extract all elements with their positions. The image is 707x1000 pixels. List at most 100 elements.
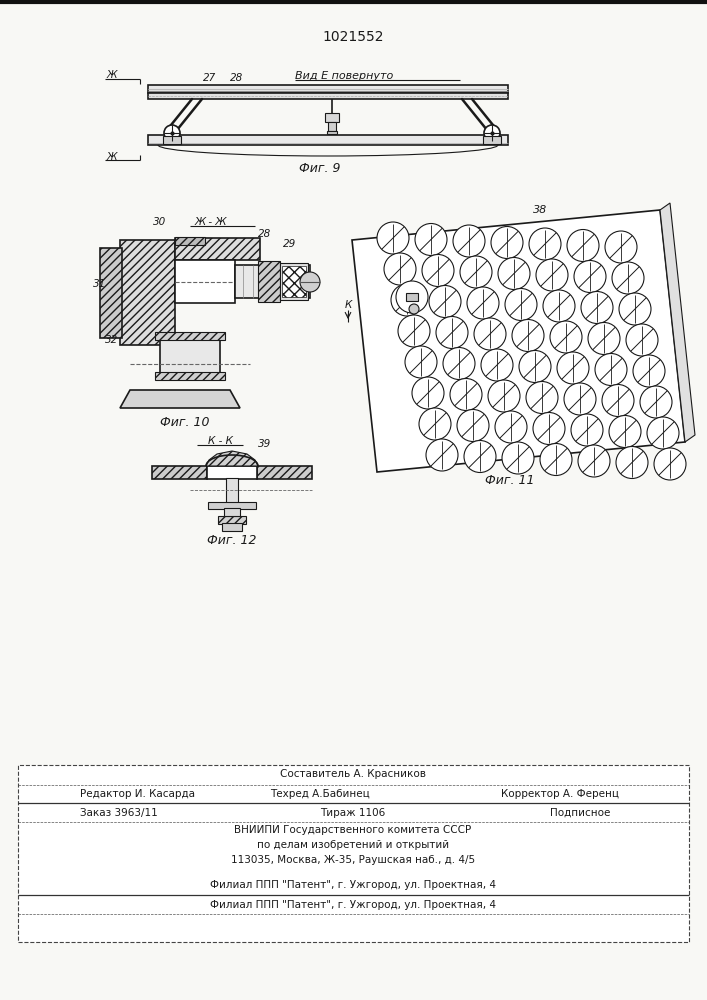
Circle shape [405, 346, 437, 378]
Bar [18, 765, 689, 942]
Circle shape [396, 281, 428, 313]
Text: 1021552: 1021552 [322, 30, 384, 44]
Text: 28: 28 [230, 73, 244, 83]
Circle shape [502, 442, 534, 474]
Text: 29: 29 [284, 239, 297, 249]
Circle shape [453, 225, 485, 257]
Bar [226, 478, 238, 504]
Circle shape [498, 257, 530, 290]
Text: Фиг. 10: Фиг. 10 [160, 416, 210, 430]
Circle shape [578, 445, 610, 477]
Bar [224, 508, 240, 516]
Circle shape [426, 439, 458, 471]
Text: Корректор А. Ференц: Корректор А. Ференц [501, 789, 619, 799]
Bar [148, 85, 508, 93]
Circle shape [564, 383, 596, 415]
Text: Тираж 1106: Тираж 1106 [320, 808, 385, 818]
Text: 27: 27 [204, 73, 216, 83]
Circle shape [481, 349, 513, 381]
Text: 38: 38 [533, 205, 547, 215]
Bar [280, 263, 308, 300]
Circle shape [557, 352, 589, 384]
Circle shape [384, 253, 416, 285]
Circle shape [567, 230, 599, 261]
Text: 113035, Москва, Ж-35, Раушская наб., д. 4/5: 113035, Москва, Ж-35, Раушская наб., д. … [231, 855, 475, 865]
Bar [160, 335, 220, 377]
Circle shape [484, 125, 500, 141]
Polygon shape [120, 390, 240, 408]
Circle shape [164, 125, 180, 141]
Circle shape [495, 411, 527, 443]
Circle shape [464, 440, 496, 473]
Polygon shape [206, 451, 258, 466]
Bar [235, 265, 310, 298]
Text: по делам изобретений и открытий: по делам изобретений и открытий [257, 840, 449, 850]
Bar [155, 332, 225, 340]
Bar [257, 466, 312, 479]
Bar [155, 372, 225, 380]
Circle shape [640, 386, 672, 418]
Text: Подписное: Подписное [550, 808, 610, 818]
Bar [208, 502, 256, 509]
Polygon shape [660, 203, 695, 442]
Bar [218, 516, 246, 524]
Text: Заказ 3963/11: Заказ 3963/11 [80, 808, 158, 818]
Text: 31: 31 [93, 279, 106, 289]
Text: Фиг. 12: Фиг. 12 [207, 534, 257, 546]
Bar [483, 136, 501, 144]
Circle shape [647, 417, 679, 449]
Circle shape [377, 222, 409, 254]
Bar [207, 466, 257, 479]
Circle shape [626, 324, 658, 356]
Circle shape [300, 272, 320, 292]
Bar [148, 135, 508, 145]
Bar [222, 523, 242, 531]
Circle shape [474, 318, 506, 350]
Circle shape [436, 316, 468, 349]
Circle shape [571, 414, 603, 446]
Circle shape [519, 351, 551, 382]
Circle shape [633, 355, 665, 387]
Circle shape [415, 224, 447, 255]
Circle shape [595, 354, 627, 385]
Text: Редактор И. Касарда: Редактор И. Касарда [80, 789, 195, 799]
Circle shape [619, 293, 651, 325]
Bar [148, 93, 508, 99]
Circle shape [460, 256, 492, 288]
Bar [258, 261, 280, 302]
Circle shape [574, 260, 606, 292]
Polygon shape [352, 210, 685, 472]
Text: Ж - Ж: Ж - Ж [195, 217, 228, 227]
Text: Составитель А. Красников: Составитель А. Красников [280, 769, 426, 779]
Circle shape [512, 320, 544, 352]
Bar [175, 238, 260, 260]
Bar [152, 466, 207, 479]
Text: Филиал ППП "Патент", г. Ужгород, ул. Проектная, 4: Филиал ППП "Патент", г. Ужгород, ул. Про… [210, 900, 496, 910]
Text: 30: 30 [153, 217, 167, 227]
Text: Вид Е повернуто: Вид Е повернуто [295, 71, 393, 81]
Bar [100, 248, 122, 338]
Circle shape [412, 377, 444, 409]
Circle shape [543, 290, 575, 322]
Circle shape [540, 444, 572, 476]
Circle shape [398, 315, 430, 347]
Circle shape [443, 348, 475, 379]
Text: 39: 39 [258, 439, 271, 449]
Text: Фиг. 11: Фиг. 11 [485, 474, 534, 487]
Circle shape [588, 322, 620, 355]
Bar [328, 122, 336, 131]
Text: Фиг. 9: Фиг. 9 [299, 162, 341, 176]
Circle shape [409, 304, 419, 314]
Circle shape [505, 288, 537, 320]
Circle shape [488, 380, 520, 412]
Text: Техред А.Бабинец: Техред А.Бабинец [270, 789, 370, 799]
Text: 28: 28 [258, 229, 271, 239]
Circle shape [609, 416, 641, 448]
Circle shape [616, 446, 648, 479]
Bar [175, 237, 205, 245]
Bar [325, 113, 339, 122]
Circle shape [533, 412, 565, 444]
Circle shape [602, 384, 634, 416]
Circle shape [491, 227, 523, 258]
Circle shape [605, 231, 637, 263]
